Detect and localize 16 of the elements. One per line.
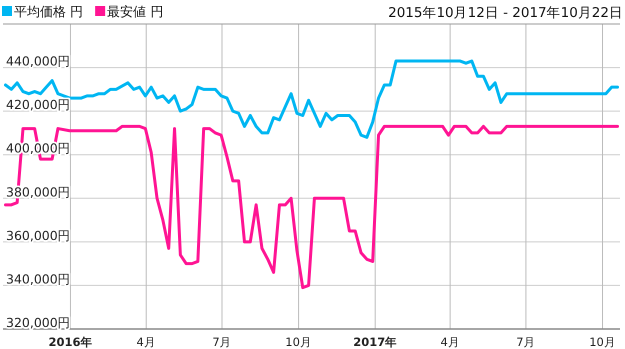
- legend-label: 最安値 円: [107, 4, 164, 20]
- subtitle: 2015年10月12日 - 2017年10月22日: [388, 5, 623, 21]
- x-tick-label: 7月: [516, 335, 536, 349]
- x-tick-label: 2017年: [353, 335, 398, 349]
- y-tick-label: 340,000円: [6, 271, 71, 286]
- x-tick-label: 2016年: [48, 335, 92, 349]
- y-tick-label: 420,000円: [6, 97, 71, 112]
- y-tick-label: 360,000円: [6, 228, 71, 243]
- y-tick-label: 440,000円: [6, 54, 71, 69]
- x-tick-label: 7月: [212, 335, 232, 349]
- y-tick-label: 320,000円: [6, 315, 71, 330]
- x-tick-label: 4月: [136, 335, 156, 349]
- x-tick-label: 10月: [589, 335, 616, 349]
- legend-label: 平均価格 円: [14, 5, 84, 20]
- x-tick-label: 4月: [440, 335, 460, 349]
- x-tick-label: 10月: [285, 335, 312, 349]
